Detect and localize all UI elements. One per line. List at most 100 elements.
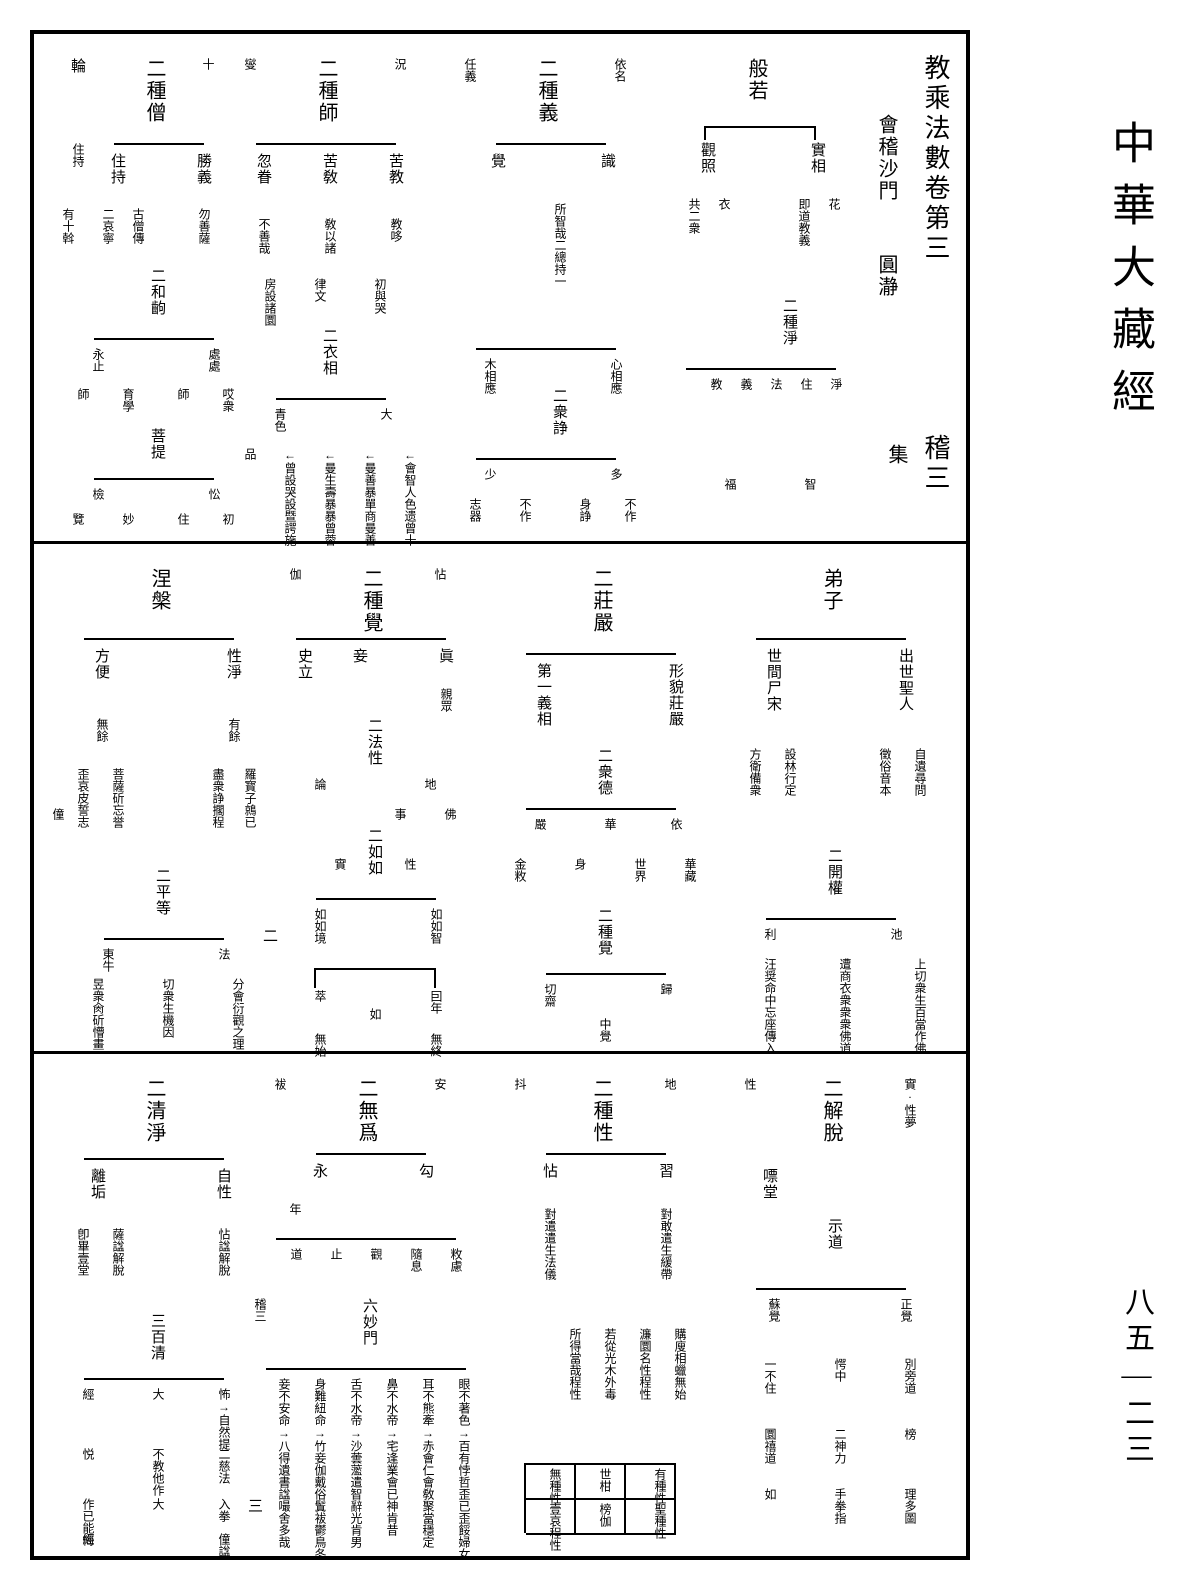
tree-node: 自性 [215,1168,230,1200]
tree-leaf: 志器 [469,498,481,522]
tree-leaf: ←曼生壽暴暴曾蓉 [324,448,336,546]
tree-leaf: 如如境 [314,908,326,944]
tree-root: 二莊嚴 [591,568,611,634]
tree-leaf: 別旁道 [904,1358,916,1394]
tree-node: 出世聖人 [897,648,912,712]
tree-leaf: 經 [82,1533,94,1545]
tree-leaf: 師 [177,388,189,400]
p1-col-a: 般若 實相 觀照 花 即道教義 衣 共二衆 二種淨 淨 住 法 義 教 智 福 [666,48,856,527]
tree-node: 永 [311,1163,326,1179]
tree-root: 般若 [746,58,766,102]
action-word: 集 [886,444,906,466]
p1-col-c: 況 二種師 燮 苦教 苦敎 忽眷 教哆 敎以諸 不善哉 初與哭 律文 房設諸圜 … [226,48,426,527]
tree-node: 離垢 [89,1168,104,1200]
tree-leaf: 地 [424,778,436,790]
tree-leaf: 池 [890,928,902,940]
tree-node: 形貌莊嚴 [667,663,682,727]
tree-leaf: 身 [574,858,586,870]
p3-col-b: 地 二種性 抖 習 怗 對敢遣生緩帶 對遣遣生法儀 購廋相蠟無始 濂圜名性程性 … [496,1068,706,1543]
tree-leaf: 東牛 [102,948,114,972]
tree-leaf: 二哀寧 [102,208,114,244]
panel-2: 弟子 出世聖人 世間尸宋 自遺尋問 徵俗音本 設林行定 方衛備衆 二開權 池 利… [34,544,966,1054]
tree-leaf: 初與哭 [374,278,386,314]
tree-leaf: 論 [314,778,326,790]
p2-col-b: 二莊嚴 形貌莊嚴 第一義相 二衆德 依 華 嚴 華藏 世界 身 金敉 二種覺 歸… [496,558,706,1037]
tree-leaf: 華藏 [684,858,696,882]
tree-node: 勝義 [195,153,210,185]
tree-leaf: 有十斡 [62,208,74,244]
tree-leaf: 止 [330,1248,342,1260]
tree-root: 弟子 [821,568,841,612]
tree-root: 二種師 [316,58,336,124]
p3-col-c: 安 二無爲 袚 勾 永 年 敉慮 隨息 觀 止 道 六妙門 稽三 眼不著色→百有… [256,1068,476,1543]
tree-leaf: 榜 [904,1428,916,1440]
p3-col-a: 實·性夢 二解脫 性 嘌堂 示道 正覺 蘇覺 別旁道 愕中 一不住 榜 二神力 … [726,1068,936,1543]
tree-leaf: 敎以諸 [324,218,336,254]
tree-leaf: 法 [218,948,230,960]
tree-leaf: 華 [604,818,616,830]
tree-node: 識 [599,153,614,169]
tree-leaf: 勿善薩 [198,208,210,244]
tree-node: 二平等 [154,868,169,916]
tree-leaf: 佛 [444,808,456,820]
tree-root: 二種義 [536,58,556,124]
tree-leaf: 房設諸圜 [264,278,276,326]
tree-leaf: 不教他作 [152,1448,164,1496]
tree-leaf: 心相應 [610,358,622,394]
tree-leaf: 切衆生機因 [162,978,174,1038]
tree-leaf: 歪哀皮誓志 [77,768,89,828]
tree-node: 二種淨 [781,298,796,346]
tree-leaf: 上切衆生百當作佛 [914,958,926,1054]
series-title: 中華大藏經 [1107,120,1151,430]
tree-leaf: 囙年 [430,990,442,1014]
tree-leaf: 不善哉 [258,218,270,254]
tree-node: 史立 [296,648,311,680]
tree-leaf: 共二衆 [688,198,700,234]
tree-leaf: 忪 [208,488,220,500]
tree-node: 三百清 [149,1313,164,1361]
tree-root: 二解脫 [821,1078,841,1144]
tree-leaf: 正覺 [900,1298,912,1322]
tree-leaf: 薩諡解脫 [112,1228,124,1276]
tree-leaf: 二神力 [834,1428,846,1464]
tree-leaf: 眼不著色→百有悖哲歪已歪餒婦女 [458,1378,470,1560]
tree-leaf: 若從光木外毒 [604,1328,616,1400]
tree-leaf: 切齋 [544,983,556,1007]
table-cell: 無種性 [549,1468,561,1504]
tree-node: 方便 [93,648,108,680]
tree-leaf: 不作 [624,498,636,522]
tree-leaf: 愕中 [834,1358,846,1382]
tree-leaf: 萃 [314,990,326,1002]
tree-leaf: 怖→自然提 [218,1388,230,1450]
tree-mid: 所智哉二總持一 [554,203,566,287]
tree-leaf: 蘇覺 [768,1298,780,1322]
tree-leaf: 卽畢壹堂 [77,1228,89,1276]
tree-leaf: 圜禧道 [764,1428,776,1464]
tree-leaf: 敉慮 [450,1248,462,1272]
tree-leaf: 嚴 [534,818,546,830]
tree-leaf: 無餘 [96,718,108,742]
doc-title: 教乘法數卷第三 [922,54,948,264]
table-cell: 世柑 [599,1468,611,1492]
tree-node: 勾 [417,1163,432,1179]
tree-leaf: 年 [289,1203,301,1215]
tree-node: 住持 [109,153,124,185]
table-cell: 壹哀程性 [549,1503,561,1551]
tree-node: 眞 [437,648,452,664]
tree-leaf: 怗諡解脫 [218,1228,230,1276]
tree-leaf: 金敉 [514,858,526,882]
tree-leaf: 即道教義 [798,198,810,246]
table-cell: 聖種性 [654,1503,666,1539]
tree-side: 袚 [274,1078,286,1090]
tree-leaf: 耳不熊牽→赤會仁會敎聚當穩定 [422,1378,434,1548]
tree-leaf: 大 [380,408,392,420]
tree-node: 習 [657,1163,672,1179]
tree-node: 二衆諍 [551,388,566,436]
tree-leaf: 世界 [634,858,646,882]
tree-root: 輪 [69,58,84,74]
tree-leaf: 永止 [92,348,104,372]
tree-leaf: 濂圜名性程性 [639,1328,651,1400]
tree-leaf: 身難紐命→竹妾伽戴俗鬒袚鬱鳥冬 [314,1378,326,1560]
tree-leaf: 智 [804,478,816,490]
tree-leaf: 身諍 [579,498,591,522]
